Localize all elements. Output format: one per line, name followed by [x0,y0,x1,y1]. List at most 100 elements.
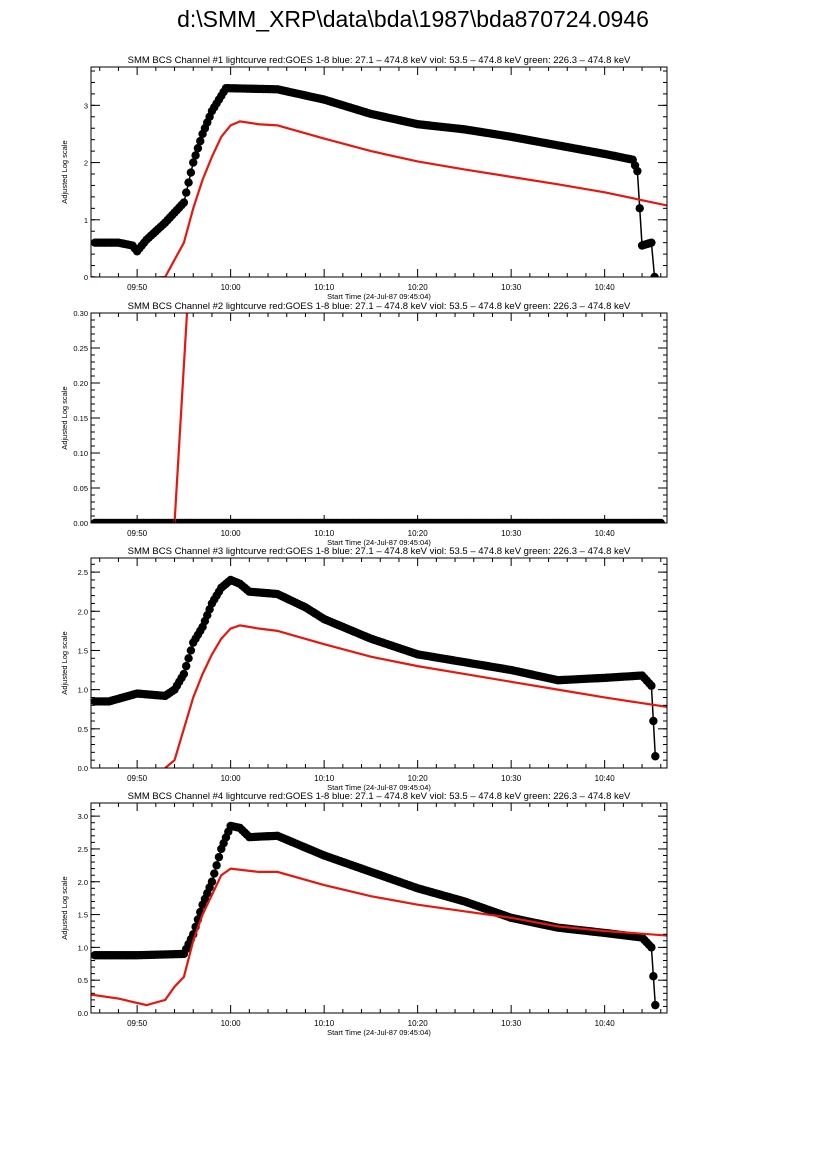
y-tick-label: 0.0 [78,1009,88,1018]
series-line [95,825,657,1006]
series-line [173,313,189,523]
data-point [635,204,644,213]
y-tick-label: 0.25 [73,344,88,353]
y-axis-label: Adjusted Log scale [60,140,69,203]
x-tick-label: 10:30 [501,774,522,783]
data-point [647,238,656,247]
data-point [193,144,203,153]
data-point [207,877,217,886]
x-tick-label: 10:10 [314,1019,335,1028]
x-tick-label: 09:50 [127,283,148,292]
y-tick-label: 2 [84,159,88,168]
series-bcs [91,821,660,1010]
x-tick-label: 10:20 [408,283,429,292]
page-title: d:\SMM_XRP\data\bda\1987\bda870724.0946 [177,6,649,32]
series-bcs [91,83,659,277]
x-tick-label: 10:40 [595,529,616,538]
data-point [214,852,224,862]
data-point [182,661,191,671]
data-point [651,1000,660,1010]
y-tick-label: 0.05 [73,484,88,493]
x-tick-label: 10:40 [595,774,616,783]
panel-1: SMM BCS Channel #1 lightcurve red:GOES 1… [60,55,668,301]
y-tick-label: 0.0 [78,764,88,773]
y-tick-label: 0.00 [73,519,88,528]
y-tick-label: 3 [84,101,88,110]
data-point [179,669,189,679]
y-axis-label: Adjusted Log scale [60,876,69,939]
x-tick-label: 10:40 [595,283,616,292]
x-tick-label: 10:00 [221,283,242,292]
data-point [191,151,200,160]
data-point [651,752,660,761]
x-tick-label: 10:20 [408,774,429,783]
series-line [95,579,657,757]
x-tick-label: 10:10 [314,774,335,783]
x-axis-label: Start Time (24-Jul-87 09:45:04) [327,783,431,792]
data-point [212,861,221,870]
x-tick-label: 10:00 [221,529,242,538]
data-point [210,869,219,878]
series-line [91,120,667,277]
y-tick-label: 0.10 [73,449,88,458]
y-tick-label: 2.5 [78,845,88,854]
plot-frame [90,802,668,1014]
data-point [186,646,196,655]
x-tick-label: 09:50 [127,529,148,538]
y-tick-label: 0.30 [73,309,88,318]
panel-4: SMM BCS Channel #4 lightcurve red:GOES 1… [60,791,668,1037]
y-tick-label: 3.0 [78,812,88,821]
series-line [91,867,667,1007]
panel-title: SMM BCS Channel #4 lightcurve red:GOES 1… [128,791,631,802]
panel-3: SMM BCS Channel #3 lightcurve red:GOES 1… [60,546,668,792]
x-tick-label: 10:30 [501,529,522,538]
y-tick-label: 0.20 [73,379,88,388]
x-tick-label: 10:30 [501,1019,522,1028]
x-tick-label: 10:10 [314,529,335,538]
x-tick-label: 09:50 [127,1019,148,1028]
data-point [196,136,205,146]
plot-frame [90,66,668,278]
data-point [189,158,198,167]
series-line [164,624,667,768]
y-tick-label: 1.0 [78,943,88,952]
series-bcs [91,575,660,761]
y-tick-label: 1.5 [78,911,88,920]
data-point [184,654,193,663]
panel-title: SMM BCS Channel #1 lightcurve red:GOES 1… [128,55,631,66]
x-tick-label: 10:40 [595,1019,616,1028]
y-tick-label: 1 [84,216,88,225]
x-axis-label: Start Time (24-Jul-87 09:45:04) [327,538,431,547]
data-point [649,716,658,726]
data-point [647,943,656,952]
y-tick-label: 0 [84,273,88,282]
plot-frame [90,557,668,769]
series-goes [173,313,189,523]
y-tick-label: 1.5 [78,646,88,655]
panel-2: SMM BCS Channel #2 lightcurve red:GOES 1… [60,301,668,547]
y-tick-label: 1.0 [78,686,88,695]
data-point [647,681,656,690]
x-tick-label: 10:30 [501,283,522,292]
y-tick-label: 0.15 [73,414,88,423]
panel-title: SMM BCS Channel #2 lightcurve red:GOES 1… [128,301,631,312]
y-tick-label: 2.0 [78,607,88,616]
y-tick-label: 0.5 [78,725,88,734]
data-point [186,168,196,177]
data-point [633,166,642,176]
panel-title: SMM BCS Channel #3 lightcurve red:GOES 1… [128,546,631,557]
y-axis-label: Adjusted Log scale [60,631,69,694]
x-tick-label: 10:10 [314,283,335,292]
y-tick-label: 2.0 [78,878,88,887]
x-tick-label: 10:20 [408,529,429,538]
series-goes [164,624,667,768]
x-axis-label: Start Time (24-Jul-87 09:45:04) [327,292,431,301]
y-tick-label: 2.5 [78,568,88,577]
x-tick-label: 10:00 [221,774,242,783]
data-point [649,972,658,981]
data-point [184,178,193,187]
data-point [179,198,189,207]
data-point [650,272,659,277]
series-goes [91,867,667,1007]
